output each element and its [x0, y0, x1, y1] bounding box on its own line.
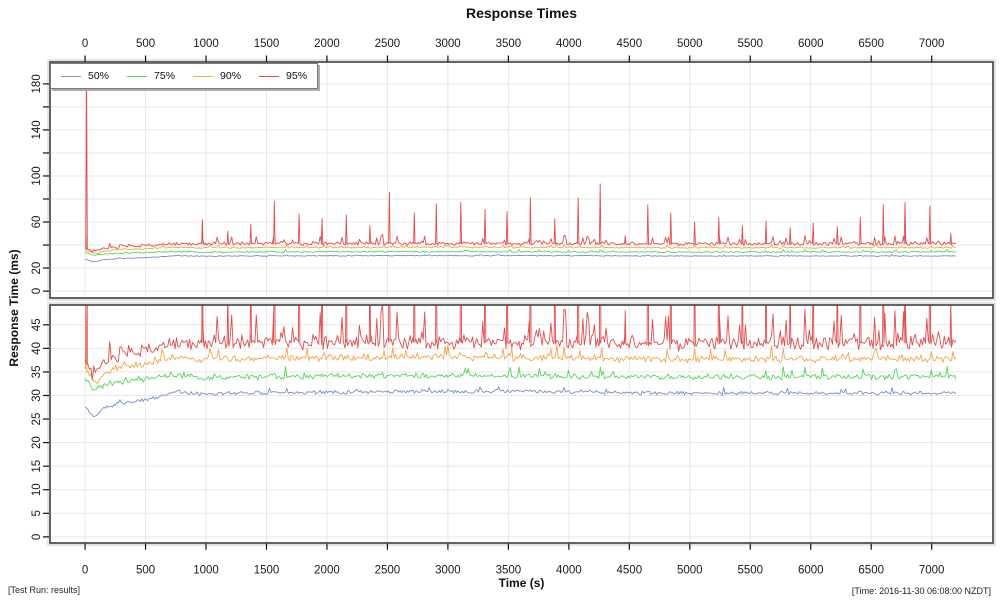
y-tick-label: 40 [31, 342, 43, 355]
x-tick-label: 1500 [254, 565, 280, 577]
x-tick-label: 5000 [677, 565, 703, 577]
bottom-x-axis: 0 500 1000 1500 2000 2500 3000 3500 4000 4500 5000… [82, 543, 945, 577]
timestamp-annotation: [Time: 2016-11-30 06:08:00 NZDT] [851, 586, 991, 596]
x-tick-label: 2500 [375, 565, 401, 577]
test-run-annotation: [Test Run: results] [8, 585, 81, 595]
legend-label-95pct: 95% [286, 70, 308, 82]
x-tick-label: 0 [82, 565, 88, 577]
zoomed-series [84, 305, 957, 418]
series-line-50pct [85, 253, 957, 263]
legend-line-swatch-75pct [127, 75, 148, 77]
top-x-axis: 0 500 1000 1500 2000 2500 3000 3500 4000 4500 5000… [82, 38, 945, 62]
y-tick-label: 20 [31, 262, 43, 275]
series-line-75pct [84, 249, 957, 256]
series-line-50pct [84, 386, 957, 418]
legend-label-90pct: 90% [220, 70, 242, 82]
zoomed-gridlines [50, 305, 993, 543]
x-tick-label: 2500 [375, 38, 401, 50]
y-tick-label: 100 [31, 166, 43, 185]
y-tick-label: 10 [31, 483, 43, 496]
series-line-90pct [84, 236, 956, 255]
x-tick-label: 7000 [919, 38, 945, 50]
x-tick-label: 4000 [556, 565, 582, 577]
x-tick-label: 6000 [798, 565, 824, 577]
y-tick-label: 25 [31, 413, 43, 426]
y-tick-label: 0 [31, 534, 43, 540]
y-tick-label: 35 [31, 366, 43, 379]
x-tick-label: 3000 [435, 565, 461, 577]
x-tick-label: 6000 [798, 38, 824, 50]
legend-entry-90pct: 90% [193, 70, 241, 82]
x-tick-label: 500 [136, 565, 155, 577]
y-tick-label: 5 [31, 510, 43, 516]
x-tick-label: 5000 [677, 38, 703, 50]
x-tick-label: 3000 [435, 38, 461, 50]
legend-line-swatch-90pct [193, 75, 214, 77]
x-tick-label: 4500 [617, 38, 643, 50]
x-axis-label: Time (s) [498, 576, 545, 590]
legend: 50% 75% 90% 95% [50, 63, 319, 89]
full-range-series [84, 66, 957, 263]
x-tick-label: 4500 [617, 565, 643, 577]
y-tick-label: 30 [31, 389, 43, 402]
zoomed-y-axis: 0 5 10 15 20 25 30 35 40 45 [31, 318, 49, 540]
x-tick-label: 7000 [919, 565, 945, 577]
y-tick-label: 0 [31, 288, 43, 294]
x-tick-label: 3500 [496, 565, 522, 577]
x-tick-label: 5500 [737, 38, 763, 50]
x-tick-label: 1500 [254, 38, 280, 50]
series-line-95pct [84, 66, 956, 254]
full-range-y-axis: 0 20 60 100 140 180 [31, 74, 49, 294]
x-tick-label: 3500 [496, 38, 522, 50]
zoomed-panel-border [49, 304, 994, 544]
legend-line-swatch-50pct [61, 75, 81, 77]
x-tick-label: 2000 [314, 38, 340, 50]
series-line-75pct [84, 365, 957, 391]
legend-entry-95pct: 95% [259, 70, 307, 82]
legend-label-50pct: 50% [88, 70, 110, 82]
x-tick-label: 5500 [737, 565, 763, 577]
chart-title: Response Times [465, 5, 577, 21]
x-tick-label: 2000 [314, 565, 340, 577]
y-tick-label: 180 [31, 74, 43, 93]
x-tick-label: 1000 [193, 38, 219, 50]
x-tick-label: 6500 [858, 38, 884, 50]
y-tick-label: 60 [31, 216, 43, 229]
y-tick-label: 45 [31, 318, 43, 331]
y-tick-label: 20 [31, 436, 43, 449]
full-range-panel-outer-frame [47, 59, 996, 301]
legend-label-75pct: 75% [154, 70, 176, 82]
full-range-panel-border [49, 61, 994, 299]
series-line-95pct [84, 305, 957, 381]
legend-entry-75pct: 75% [127, 70, 175, 82]
x-tick-label: 4000 [556, 38, 582, 50]
legend-line-swatch-95pct [259, 75, 280, 77]
series-line-90pct [84, 314, 957, 384]
full-range-gridlines [50, 62, 993, 298]
legend-entry-50pct: 50% [61, 70, 109, 82]
y-axis-label: Response Time (ms) [7, 249, 21, 367]
zoomed-panel-outer-frame [47, 302, 996, 546]
x-tick-label: 500 [136, 38, 155, 50]
x-tick-label: 6500 [858, 565, 884, 577]
x-tick-label: 1000 [193, 565, 219, 577]
y-tick-label: 140 [31, 120, 43, 139]
x-tick-label: 0 [82, 38, 88, 50]
y-tick-label: 15 [31, 460, 43, 473]
